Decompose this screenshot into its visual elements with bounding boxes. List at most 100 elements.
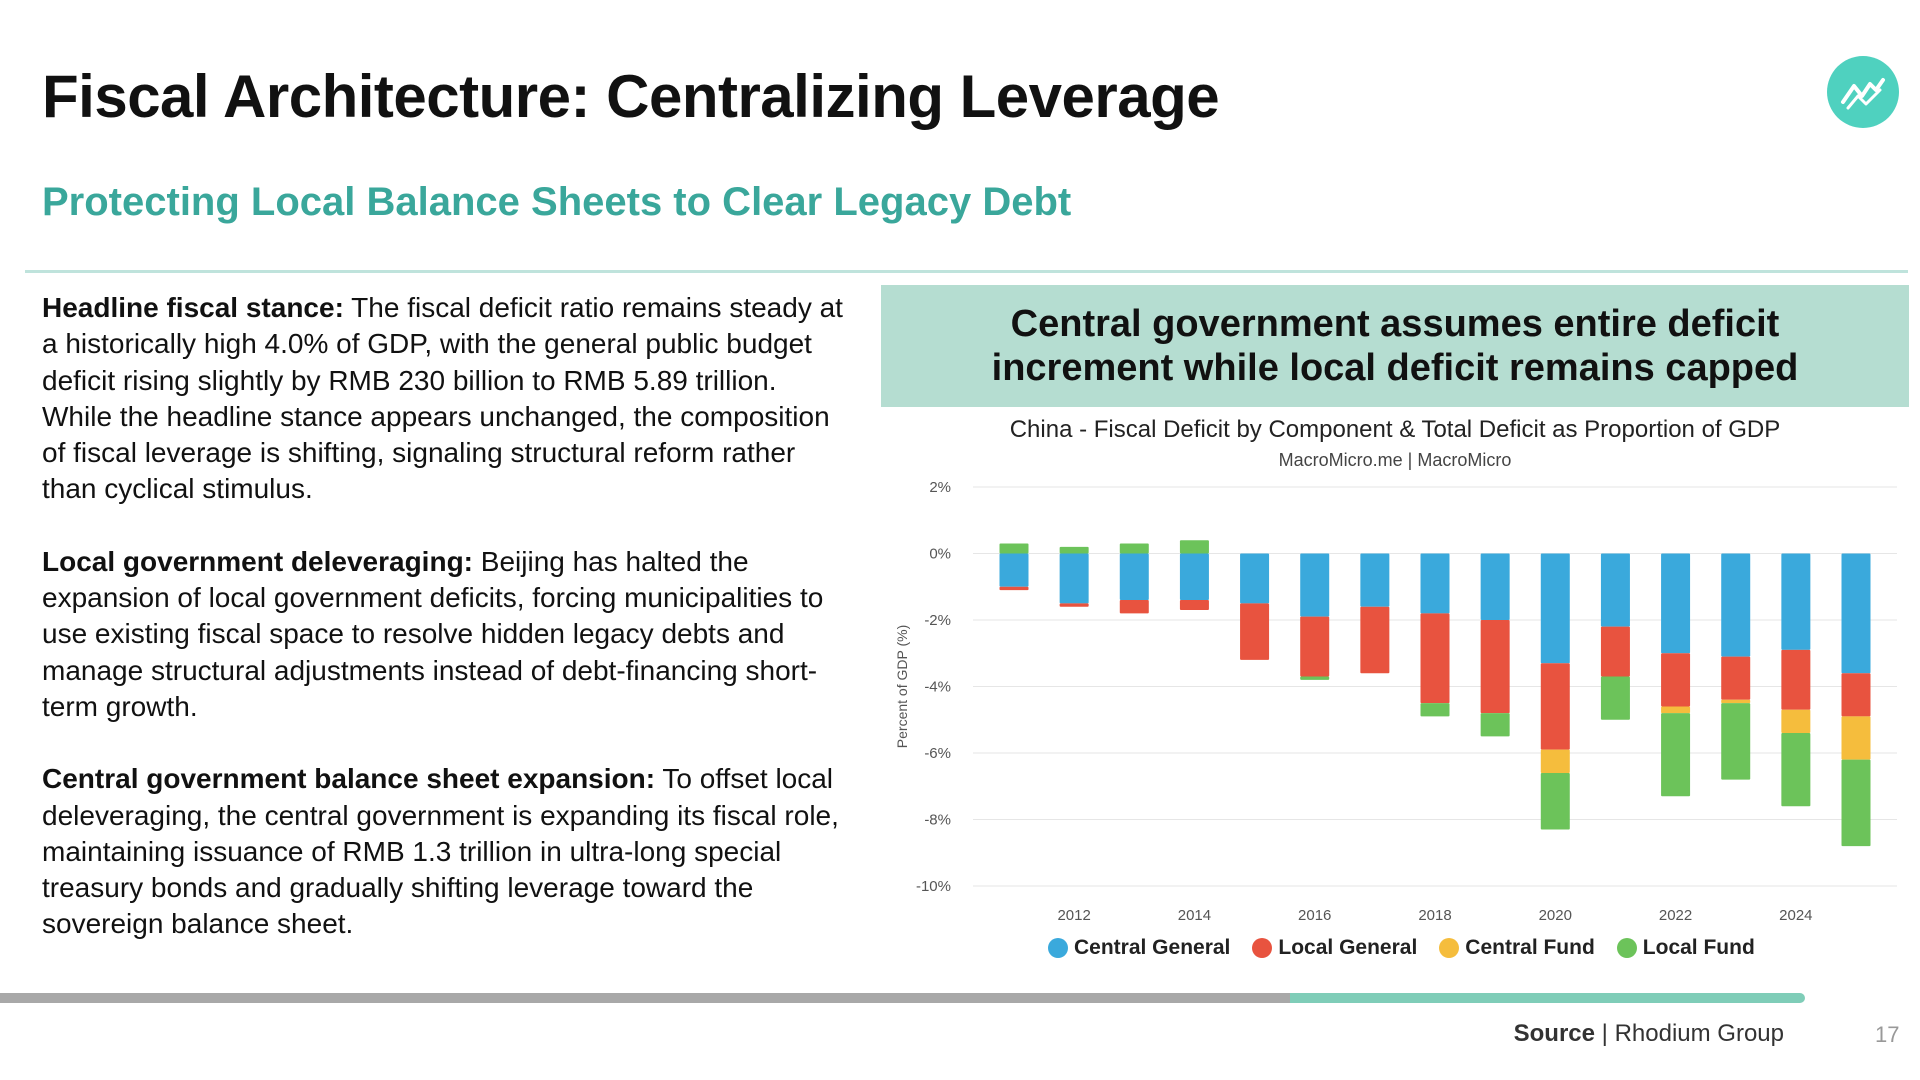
bar-central-fund — [1721, 699, 1751, 704]
bar-central-fund — [1781, 709, 1811, 734]
bar-local-general — [1600, 626, 1630, 677]
bar-local-general — [1119, 600, 1149, 614]
bar-central-general — [1721, 553, 1751, 657]
legend-dot-central-general — [1048, 938, 1068, 958]
paragraph-lead: Central government balance sheet expansi… — [42, 763, 656, 795]
paragraph-lead: Headline fiscal stance: — [42, 292, 344, 323]
paragraph-text: Beijing has halted the expansion of loca… — [42, 545, 824, 722]
chart-title: China - Fiscal Deficit by Component & To… — [1009, 416, 1781, 443]
source-text: Rhodium Group — [1614, 1020, 1784, 1047]
legend-label: Central Fund — [1465, 936, 1595, 959]
y-tick-label: -8% — [924, 812, 951, 829]
bar-central-general — [1480, 553, 1510, 620]
y-tick-label: -10% — [916, 878, 951, 895]
bar-local-fund — [1480, 713, 1510, 737]
bar-local-fund — [999, 543, 1029, 554]
x-tick-label: 2020 — [1539, 907, 1572, 924]
bar-central-general — [999, 553, 1029, 587]
paragraph-text: The fiscal deficit ratio remains steady … — [42, 292, 843, 505]
bar-local-general — [1179, 600, 1209, 611]
bar-local-fund — [1661, 713, 1691, 797]
legend-dot-local-fund — [1616, 938, 1637, 958]
bar-central-general — [1179, 553, 1209, 601]
chart-subtitle: MacroMicro.me | MacroMicro — [1278, 450, 1512, 470]
bar-central-fund — [1841, 716, 1871, 760]
header-divider — [25, 270, 1908, 273]
chart-banner: Central government assumes entire defici… — [881, 285, 1909, 407]
y-tick-label: 0% — [929, 546, 951, 563]
deficit-bar-chart: 2% 0% -2% -4% -6% -8% -10% Percent of GDP (%) 20… — [894, 479, 1897, 924]
body-text: Headline fiscal stance: The fiscal defic… — [42, 290, 852, 979]
x-tick-label: 2022 — [1659, 907, 1692, 924]
bar-local-fund — [1841, 759, 1871, 847]
bar-local-general — [1300, 616, 1330, 677]
progress-track — [0, 993, 1290, 1003]
bar-local-general — [1721, 656, 1751, 700]
legend-item-local-general[interactable]: Local General — [1252, 936, 1417, 960]
paragraph-central-expansion: Central government balance sheet expansi… — [42, 761, 852, 942]
legend-label: Central General — [1074, 936, 1231, 959]
slide-title: Fiscal Architecture: Centralizing Levera… — [42, 63, 1220, 130]
paragraph-local-deleveraging: Local government deleveraging: Beijing h… — [42, 544, 852, 725]
chart-legend: Central General Local General Central Fu… — [1048, 936, 1777, 960]
slide-subtitle: Protecting Local Balance Sheets to Clear… — [42, 180, 1072, 224]
y-tick-label: -2% — [924, 612, 951, 629]
bar-central-general — [1300, 553, 1330, 617]
bar-central-general — [1119, 553, 1149, 601]
bar-central-general — [1059, 553, 1089, 604]
bar-central-general — [1420, 553, 1450, 614]
bar-local-fund — [1119, 543, 1149, 554]
bar-local-general — [1240, 603, 1270, 660]
legend-label: Local Fund — [1642, 936, 1755, 959]
bar-central-general — [1540, 553, 1570, 664]
bar-central-general — [1781, 553, 1811, 650]
y-tick-label: -6% — [924, 745, 951, 762]
bar-local-fund — [1540, 772, 1570, 830]
bar-central-general — [1841, 553, 1871, 674]
trend-chart-icon — [1827, 56, 1899, 128]
source-note: Source | Rhodium Group — [1514, 1020, 1784, 1048]
legend-item-central-fund[interactable]: Central Fund — [1439, 936, 1595, 960]
bar-local-general — [1540, 663, 1570, 750]
x-tick-label: 2014 — [1178, 907, 1211, 924]
bar-local-general — [1420, 613, 1450, 704]
bar-central-fund — [1661, 706, 1691, 714]
bar-local-general — [1059, 603, 1089, 607]
bar-central-general — [1661, 553, 1691, 654]
paragraph-lead: Local government deleveraging: — [42, 545, 473, 577]
legend-item-local-fund[interactable]: Local Fund — [1616, 936, 1755, 960]
y-tick-label: 2% — [929, 479, 951, 496]
bar-local-fund — [1781, 733, 1811, 807]
paragraph-fiscal-stance: Headline fiscal stance: The fiscal defic… — [42, 290, 852, 508]
source-separator: | — [1601, 1020, 1608, 1047]
progress-accent — [1290, 993, 1805, 1003]
page-number: 17 — [1875, 1022, 1900, 1047]
bar-local-general — [1360, 606, 1390, 674]
y-tick-label: -4% — [924, 679, 951, 696]
source-label: Source — [1513, 1020, 1595, 1047]
bar-central-general — [1360, 553, 1390, 607]
bar-central-general — [1240, 553, 1270, 604]
x-tick-label: 2012 — [1057, 907, 1090, 924]
x-tick-label: 2024 — [1779, 907, 1812, 924]
bar-local-fund — [1300, 676, 1330, 680]
legend-item-central-general[interactable]: Central General — [1048, 936, 1230, 960]
bar-local-fund — [1600, 676, 1630, 720]
bar-central-general — [1600, 553, 1630, 627]
bar-local-general — [999, 586, 1029, 591]
bar-local-fund — [1721, 703, 1751, 780]
bar-local-general — [1781, 649, 1811, 710]
y-axis-label: Percent of GDP (%) — [894, 625, 910, 748]
bar-local-fund — [1179, 540, 1209, 554]
bar-local-general — [1661, 653, 1691, 707]
bar-central-fund — [1540, 749, 1570, 773]
legend-dot-local-general — [1252, 938, 1273, 958]
paragraph-text: To offset local deleveraging, the centra… — [42, 763, 839, 940]
bar-local-fund — [1059, 546, 1089, 554]
bar-local-general — [1480, 620, 1510, 714]
bar-local-general — [1841, 673, 1871, 717]
legend-label: Local General — [1278, 936, 1418, 959]
x-tick-label: 2016 — [1298, 907, 1331, 924]
bar-local-fund — [1420, 703, 1450, 717]
legend-dot-central-fund — [1439, 938, 1460, 958]
